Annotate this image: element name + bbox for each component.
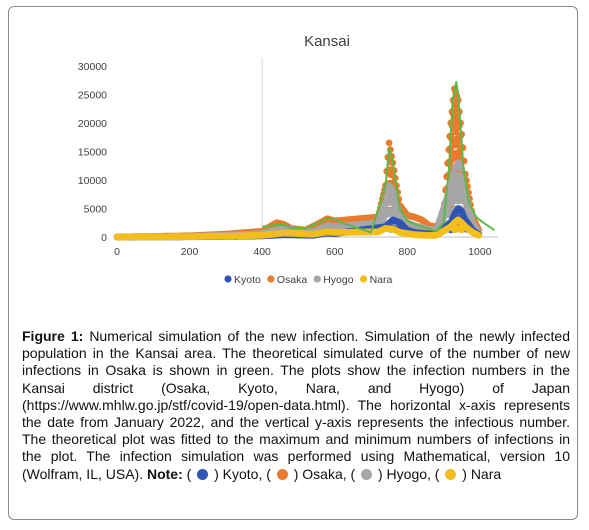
- y-tick-label: 15000: [78, 147, 107, 159]
- series-osaka: [113, 85, 483, 241]
- y-tick-label: 5000: [84, 204, 108, 216]
- data-point: [475, 232, 483, 239]
- x-tick-label: 800: [399, 246, 417, 258]
- x-tick-label: 0: [114, 246, 120, 258]
- x-tick-label: 1000: [468, 246, 492, 258]
- key-dot-osaka: [276, 468, 288, 480]
- caption-text: Numerical simulation of the new infectio…: [22, 328, 570, 482]
- legend-label-nara: Nara: [370, 274, 393, 286]
- legend-marker-hyogo: [313, 275, 321, 283]
- legend-marker-osaka: [267, 275, 275, 283]
- legend-label-hyogo: Hyogo: [323, 274, 354, 286]
- figure-label: Figure 1:: [22, 328, 84, 344]
- key-dot-kyoto: [197, 468, 209, 480]
- key-dot-hyogo: [361, 468, 373, 480]
- key-label-kyoto: Kyoto: [222, 465, 259, 482]
- figure-frame: [8, 6, 578, 520]
- simulated-curve-line: [261, 81, 495, 234]
- x-tick-label: 200: [181, 246, 199, 258]
- chart-legend: Kyoto Osaka Hyogo Nara: [224, 274, 392, 286]
- data-point: [385, 139, 393, 147]
- key-dot-nara: [445, 468, 457, 480]
- chart-title: Kansai: [304, 33, 350, 50]
- y-tick-label: 10000: [78, 175, 107, 187]
- key-label-nara: Nara: [470, 465, 502, 482]
- figure-caption: Figure 1: Numerical simulation of the ne…: [22, 328, 570, 483]
- data-point: [452, 191, 460, 199]
- key-label-osaka: Osaka: [302, 465, 343, 482]
- data-point: [455, 150, 463, 157]
- x-tick-label: 400: [253, 246, 271, 258]
- chart-marks: [113, 81, 495, 241]
- caption-key: ( ) Kyoto, ( ) Osaka, ( ) Hyogo, ( ) Nar…: [186, 465, 502, 482]
- series-nara: [113, 216, 483, 241]
- y-tick-label: 30000: [78, 61, 107, 73]
- key-label-hyogo: Hyogo: [386, 465, 428, 482]
- legend-marker-kyoto: [224, 275, 232, 283]
- y-tick-label: 0: [101, 232, 107, 244]
- x-tick-label: 600: [326, 246, 344, 258]
- y-tick-label: 25000: [78, 90, 107, 102]
- kansai-chart: Kansai 0 5000 10000 15000 20000 25000 30000 0 20…: [78, 33, 498, 286]
- note-label: Note:: [146, 465, 183, 482]
- legend-label-kyoto: Kyoto: [234, 274, 261, 286]
- y-tick-label: 20000: [78, 118, 107, 130]
- legend-label-osaka: Osaka: [277, 274, 308, 286]
- legend-marker-nara: [359, 275, 368, 283]
